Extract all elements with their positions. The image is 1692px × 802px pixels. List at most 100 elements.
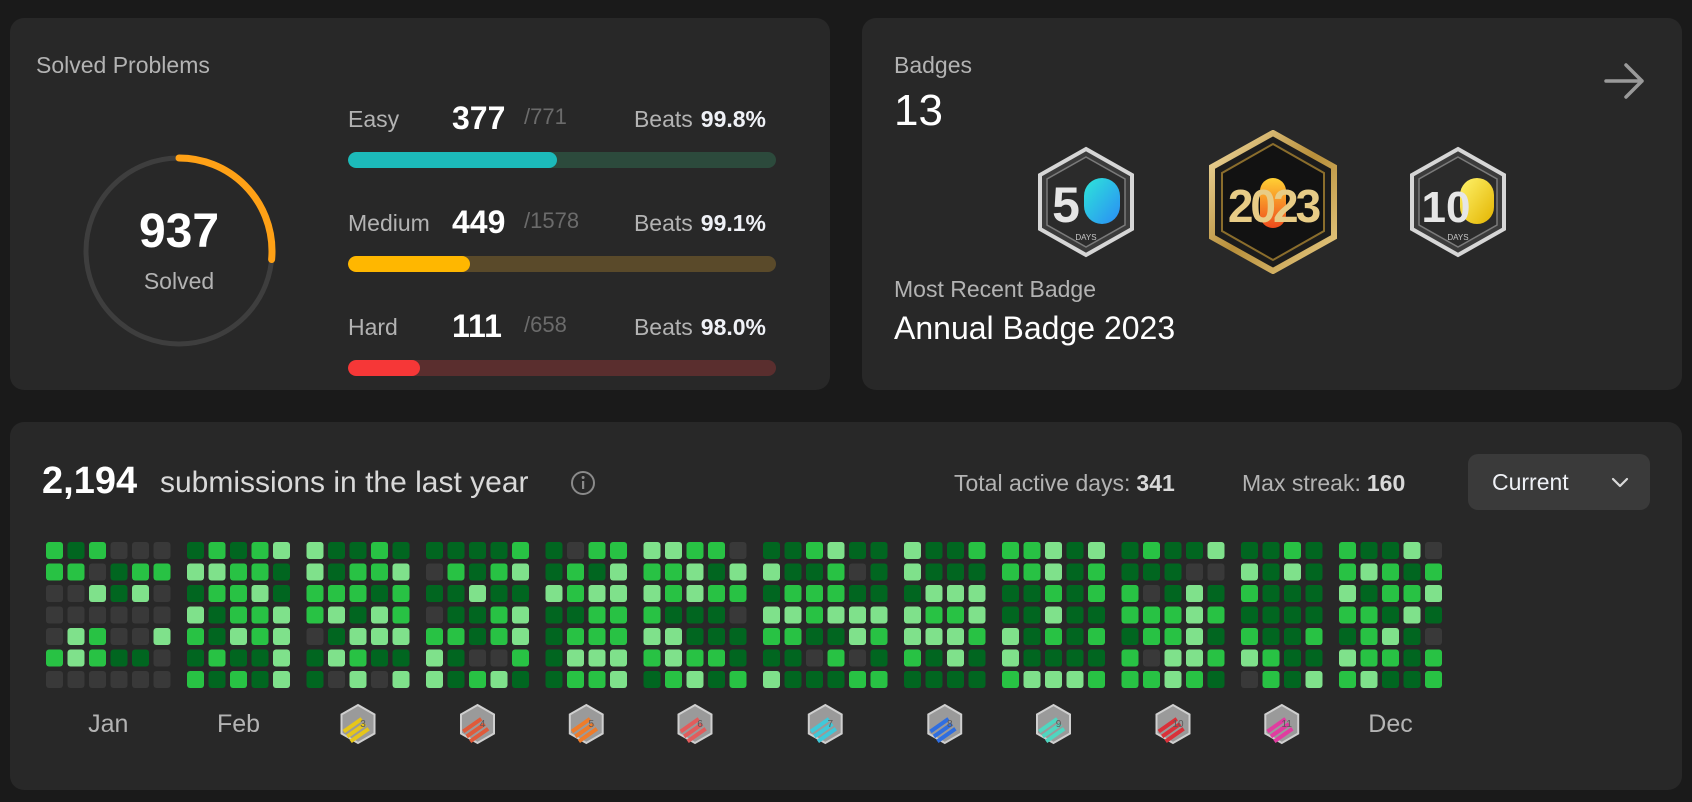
heatmap-day-cell[interactable] bbox=[1023, 585, 1041, 602]
heatmap-day-cell[interactable] bbox=[545, 606, 563, 624]
heatmap-day-cell[interactable] bbox=[512, 542, 529, 559]
heatmap-day-cell[interactable] bbox=[1121, 671, 1139, 688]
heatmap-day-cell[interactable] bbox=[968, 671, 986, 688]
heatmap-day-cell[interactable] bbox=[251, 628, 269, 645]
heatmap-day-cell[interactable] bbox=[784, 628, 802, 645]
heatmap-day-cell[interactable] bbox=[567, 542, 584, 559]
heatmap-day-cell[interactable] bbox=[1305, 585, 1323, 602]
heatmap-day-cell[interactable] bbox=[588, 606, 606, 624]
heatmap-day-cell[interactable] bbox=[371, 563, 388, 581]
heatmap-day-cell[interactable] bbox=[968, 563, 986, 581]
heatmap-day-cell[interactable] bbox=[849, 563, 866, 581]
heatmap-day-cell[interactable] bbox=[849, 542, 866, 559]
heatmap-day-cell[interactable] bbox=[251, 563, 269, 581]
heatmap-day-cell[interactable] bbox=[784, 671, 802, 688]
heatmap-day-cell[interactable] bbox=[208, 649, 226, 667]
heatmap-day-cell[interactable] bbox=[426, 563, 443, 581]
heatmap-day-cell[interactable] bbox=[567, 671, 584, 688]
heatmap-day-cell[interactable] bbox=[208, 671, 226, 688]
heatmap-day-cell[interactable] bbox=[371, 542, 388, 559]
heatmap-day-cell[interactable] bbox=[46, 671, 63, 688]
heatmap-day-cell[interactable] bbox=[1360, 649, 1378, 667]
heatmap-day-cell[interactable] bbox=[925, 649, 943, 667]
heatmap-day-cell[interactable] bbox=[849, 671, 866, 688]
heatmap-day-cell[interactable] bbox=[208, 628, 226, 645]
heatmap-day-cell[interactable] bbox=[469, 563, 486, 581]
heatmap-day-cell[interactable] bbox=[1088, 628, 1105, 645]
heatmap-day-cell[interactable] bbox=[469, 606, 486, 624]
heatmap-day-cell[interactable] bbox=[1262, 606, 1280, 624]
heatmap-day-cell[interactable] bbox=[230, 563, 247, 581]
heatmap-day-cell[interactable] bbox=[371, 628, 388, 645]
heatmap-day-cell[interactable] bbox=[763, 606, 780, 624]
heatmap-day-cell[interactable] bbox=[610, 606, 627, 624]
heatmap-day-cell[interactable] bbox=[1002, 542, 1019, 559]
heatmap-day-cell[interactable] bbox=[349, 628, 367, 645]
monthly-badge-icon[interactable]: 5 bbox=[568, 703, 604, 745]
heatmap-day-cell[interactable] bbox=[827, 628, 845, 645]
heatmap-day-cell[interactable] bbox=[392, 563, 410, 581]
heatmap-day-cell[interactable] bbox=[665, 649, 682, 667]
heatmap-day-cell[interactable] bbox=[870, 542, 888, 559]
heatmap-day-cell[interactable] bbox=[1241, 542, 1258, 559]
heatmap-day-cell[interactable] bbox=[1425, 542, 1442, 559]
heatmap-day-cell[interactable] bbox=[849, 606, 866, 624]
heatmap-day-cell[interactable] bbox=[1284, 671, 1301, 688]
heatmap-day-cell[interactable] bbox=[1121, 606, 1139, 624]
heatmap-day-cell[interactable] bbox=[67, 649, 85, 667]
heatmap-day-cell[interactable] bbox=[827, 649, 845, 667]
heatmap-day-cell[interactable] bbox=[806, 628, 823, 645]
monthly-badge-icon[interactable]: 3 bbox=[340, 703, 376, 745]
heatmap-day-cell[interactable] bbox=[469, 585, 486, 602]
heatmap-day-cell[interactable] bbox=[588, 628, 606, 645]
heatmap-day-cell[interactable] bbox=[153, 671, 171, 688]
heatmap-day-cell[interactable] bbox=[729, 628, 747, 645]
heatmap-day-cell[interactable] bbox=[806, 671, 823, 688]
heatmap-day-cell[interactable] bbox=[588, 671, 606, 688]
heatmap-day-cell[interactable] bbox=[1164, 671, 1182, 688]
heatmap-day-cell[interactable] bbox=[806, 649, 823, 667]
heatmap-day-cell[interactable] bbox=[1045, 649, 1062, 667]
heatmap-day-cell[interactable] bbox=[1305, 606, 1323, 624]
heatmap-day-cell[interactable] bbox=[1088, 606, 1105, 624]
heatmap-day-cell[interactable] bbox=[447, 585, 465, 602]
heatmap-day-cell[interactable] bbox=[89, 542, 106, 559]
heatmap-day-cell[interactable] bbox=[729, 542, 747, 559]
heatmap-day-cell[interactable] bbox=[1045, 606, 1062, 624]
heatmap-day-cell[interactable] bbox=[1088, 671, 1105, 688]
heatmap-day-cell[interactable] bbox=[1284, 606, 1301, 624]
heatmap-day-cell[interactable] bbox=[1088, 542, 1105, 559]
heatmap-day-cell[interactable] bbox=[46, 628, 63, 645]
annual-2023-badge-icon[interactable]: 2023 bbox=[1208, 130, 1338, 274]
heatmap-day-cell[interactable] bbox=[870, 585, 888, 602]
heatmap-day-cell[interactable] bbox=[328, 606, 345, 624]
heatmap-day-cell[interactable] bbox=[1143, 563, 1160, 581]
heatmap-day-cell[interactable] bbox=[1143, 649, 1160, 667]
heatmap-day-cell[interactable] bbox=[1002, 563, 1019, 581]
year-select-dropdown[interactable]: Current bbox=[1468, 454, 1650, 510]
heatmap-day-cell[interactable] bbox=[567, 585, 584, 602]
50-days-badge-icon[interactable]: 5 DAYS bbox=[1036, 146, 1136, 258]
heatmap-day-cell[interactable] bbox=[1164, 542, 1182, 559]
heatmap-day-cell[interactable] bbox=[349, 671, 367, 688]
heatmap-day-cell[interactable] bbox=[1382, 649, 1399, 667]
heatmap-day-cell[interactable] bbox=[1305, 542, 1323, 559]
heatmap-day-cell[interactable] bbox=[153, 649, 171, 667]
heatmap-day-cell[interactable] bbox=[392, 628, 410, 645]
heatmap-day-cell[interactable] bbox=[273, 585, 290, 602]
heatmap-day-cell[interactable] bbox=[567, 649, 584, 667]
heatmap-day-cell[interactable] bbox=[1023, 606, 1041, 624]
heatmap-day-cell[interactable] bbox=[904, 563, 921, 581]
heatmap-day-cell[interactable] bbox=[110, 585, 128, 602]
heatmap-day-cell[interactable] bbox=[643, 628, 661, 645]
heatmap-day-cell[interactable] bbox=[904, 671, 921, 688]
heatmap-day-cell[interactable] bbox=[426, 542, 443, 559]
heatmap-day-cell[interactable] bbox=[1241, 671, 1258, 688]
heatmap-day-cell[interactable] bbox=[328, 563, 345, 581]
heatmap-day-cell[interactable] bbox=[763, 649, 780, 667]
monthly-badge-icon[interactable]: 7 bbox=[807, 703, 843, 745]
heatmap-day-cell[interactable] bbox=[187, 585, 204, 602]
heatmap-day-cell[interactable] bbox=[273, 649, 290, 667]
arrow-right-icon[interactable] bbox=[1602, 58, 1648, 104]
heatmap-day-cell[interactable] bbox=[784, 585, 802, 602]
